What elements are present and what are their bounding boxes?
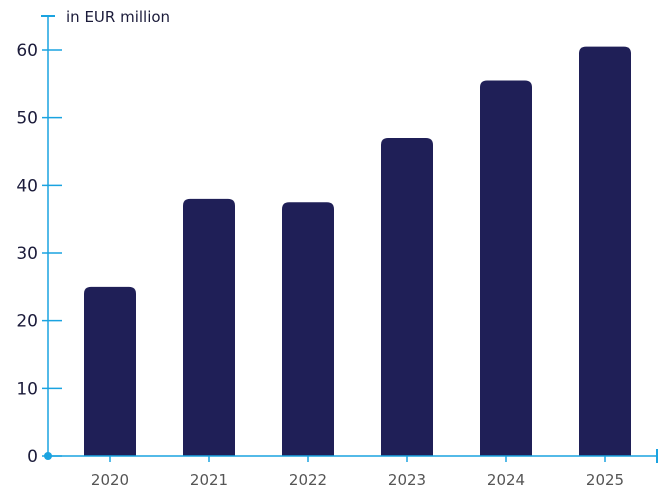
bar-2020 [84,286,136,456]
y-tick-label: 60 [16,41,38,61]
x-tick-label: 2021 [190,471,228,489]
axis-origin-dot [44,452,52,460]
y-axis: 0 10 20 30 40 50 60 [16,15,62,467]
bar-2024 [480,80,532,456]
bar-2023 [381,137,433,456]
bars [84,46,631,456]
bar-2021 [183,198,235,456]
y-tick-label: 50 [16,109,38,129]
unit-label: in EUR million [66,8,170,26]
y-tick-label: 40 [16,176,38,196]
x-tick-label: 2025 [586,471,624,489]
bar-2025 [579,46,631,456]
x-tick-label: 2023 [388,471,426,489]
y-tick-label: 30 [16,244,38,264]
y-tick-label: 0 [27,447,38,467]
y-tick-label: 10 [16,379,38,399]
y-tick-label: 20 [16,312,38,332]
x-tick-label: 2020 [91,471,129,489]
x-tick-label: 2024 [487,471,525,489]
x-tick-label: 2022 [289,471,327,489]
x-axis: 2020 2021 2022 2023 2024 2025 [44,449,658,489]
bar-2022 [282,202,334,456]
